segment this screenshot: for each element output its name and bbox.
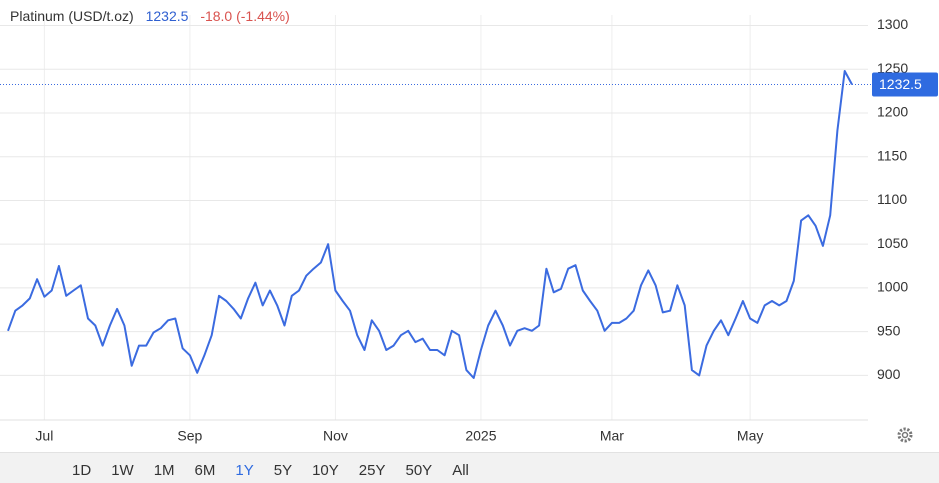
y-tick-label: 1200 [877,104,908,120]
y-tick-label: 1100 [877,191,907,207]
x-tick-label: May [737,428,763,444]
gear-ring [897,427,913,443]
x-tick-label: Nov [323,428,348,444]
x-tick-label: 2025 [465,428,496,444]
y-tick-label: 950 [877,322,901,338]
price: 1232.5 [145,8,189,24]
range-bar: 1D 1W 1M 6M 1Y 5Y 10Y 25Y 50Y All [0,452,939,483]
price-line [7,70,853,379]
range-button[interactable]: All [452,462,469,479]
chart: Jul Sep Nov 2025 Mar May 900 950 1000 1050 1100 115… [0,15,938,444]
y-tick-label: 1150 [877,147,907,163]
x-tick-label: Mar [600,428,624,444]
range-buttons: 1D 1W 1M 6M 1Y 5Y 10Y 25Y 50Y All [72,462,489,479]
current-price-label: 1232.5 [879,76,922,92]
header: Platinum (USD/t.oz) 1232.5 -18.0 (-1.44%… [10,8,298,24]
chart-title: Platinum (USD/t.oz) [10,8,134,24]
y-tick-label: 900 [877,366,901,382]
y-tick-label: 1300 [877,16,908,32]
range-button[interactable]: 1M [153,462,175,479]
change: -18.0 (-1.44%) [200,8,290,24]
range-button[interactable]: 1W [111,462,134,479]
y-tick-label: 1250 [877,60,908,76]
y-tick-label: 1050 [877,235,908,251]
gear-hole [901,431,909,439]
range-button[interactable]: 1Y [235,462,254,479]
range-button[interactable]: 10Y [312,462,339,479]
range-button[interactable]: 25Y [358,462,386,479]
settings-icon[interactable] [897,427,913,443]
range-button[interactable]: 50Y [405,462,433,479]
current-price-badge [872,72,938,97]
x-tick-label: Jul [35,428,53,444]
range-button[interactable]: 5Y [273,462,293,479]
range-button[interactable]: 1D [72,462,92,479]
y-tick-label: 1000 [877,279,908,295]
range-button[interactable]: 6M [194,462,216,479]
x-tick-label: Sep [177,428,202,444]
